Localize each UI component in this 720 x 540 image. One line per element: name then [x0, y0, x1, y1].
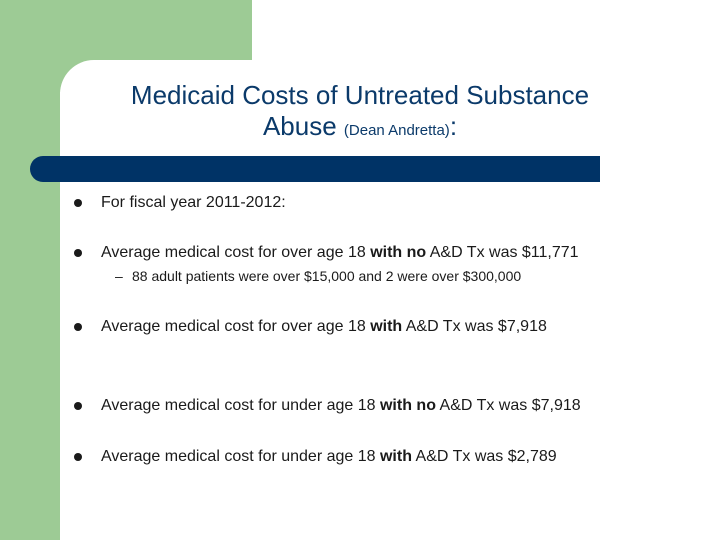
bullet-text: Average medical cost for under age 18 wi… [101, 447, 557, 467]
bullet-text-bold: with no [370, 244, 427, 261]
bullet-dot-icon [74, 323, 82, 331]
title-line-2: Abuse (Dean Andretta): [60, 111, 660, 146]
bullet-text-post: A&D Tx was $11,771 [426, 244, 579, 261]
bullet-text: Average medical cost for under age 18 wi… [101, 396, 581, 416]
bullet-text-bold: with [379, 448, 412, 465]
slide-title: Medicaid Costs of Untreated Substance Ab… [60, 80, 660, 146]
title-line-2-text: Abuse [262, 111, 344, 141]
bullet-text-pre: Average medical cost for over age 18 [101, 244, 371, 261]
bullet-dot-icon [74, 453, 82, 461]
bullet-text: For fiscal year 2011-2012: [101, 193, 286, 213]
bullet-text-pre: Average medical cost for under age 18 [101, 397, 380, 414]
bullet-text-post: A&D Tx was $7,918 [402, 318, 547, 335]
bullet-dot-icon [74, 199, 82, 207]
bullet-dot-icon [74, 402, 82, 410]
bullet-text-post: A&D Tx was $2,789 [411, 448, 557, 465]
title-line-1: Medicaid Costs of Untreated Substance [130, 80, 590, 110]
bullet-text-bold: with [370, 318, 403, 335]
bullet-text: Average medical cost for over age 18 wit… [101, 243, 579, 263]
title-underline-bar [30, 156, 600, 182]
sub-bullet-text: 88 adult patients were over $15,000 and … [132, 268, 522, 284]
bullet-text-bold: with no [379, 397, 436, 414]
bullet-text: Average medical cost for over age 18 wit… [101, 317, 547, 337]
bullet-text-post: A&D Tx was $7,918 [435, 397, 581, 414]
bullet-dot-icon [74, 249, 82, 257]
sub-bullet-dash: – [115, 268, 123, 284]
content-panel [60, 60, 720, 540]
bullet-text-pre: For fiscal year 2011-2012: [101, 194, 286, 211]
title-colon: : [449, 111, 458, 141]
bullet-text-pre: Average medical cost for over age 18 [101, 318, 371, 335]
bullet-text-pre: Average medical cost for under age 18 [101, 448, 380, 465]
title-author: (Dean Andretta) [343, 122, 450, 139]
